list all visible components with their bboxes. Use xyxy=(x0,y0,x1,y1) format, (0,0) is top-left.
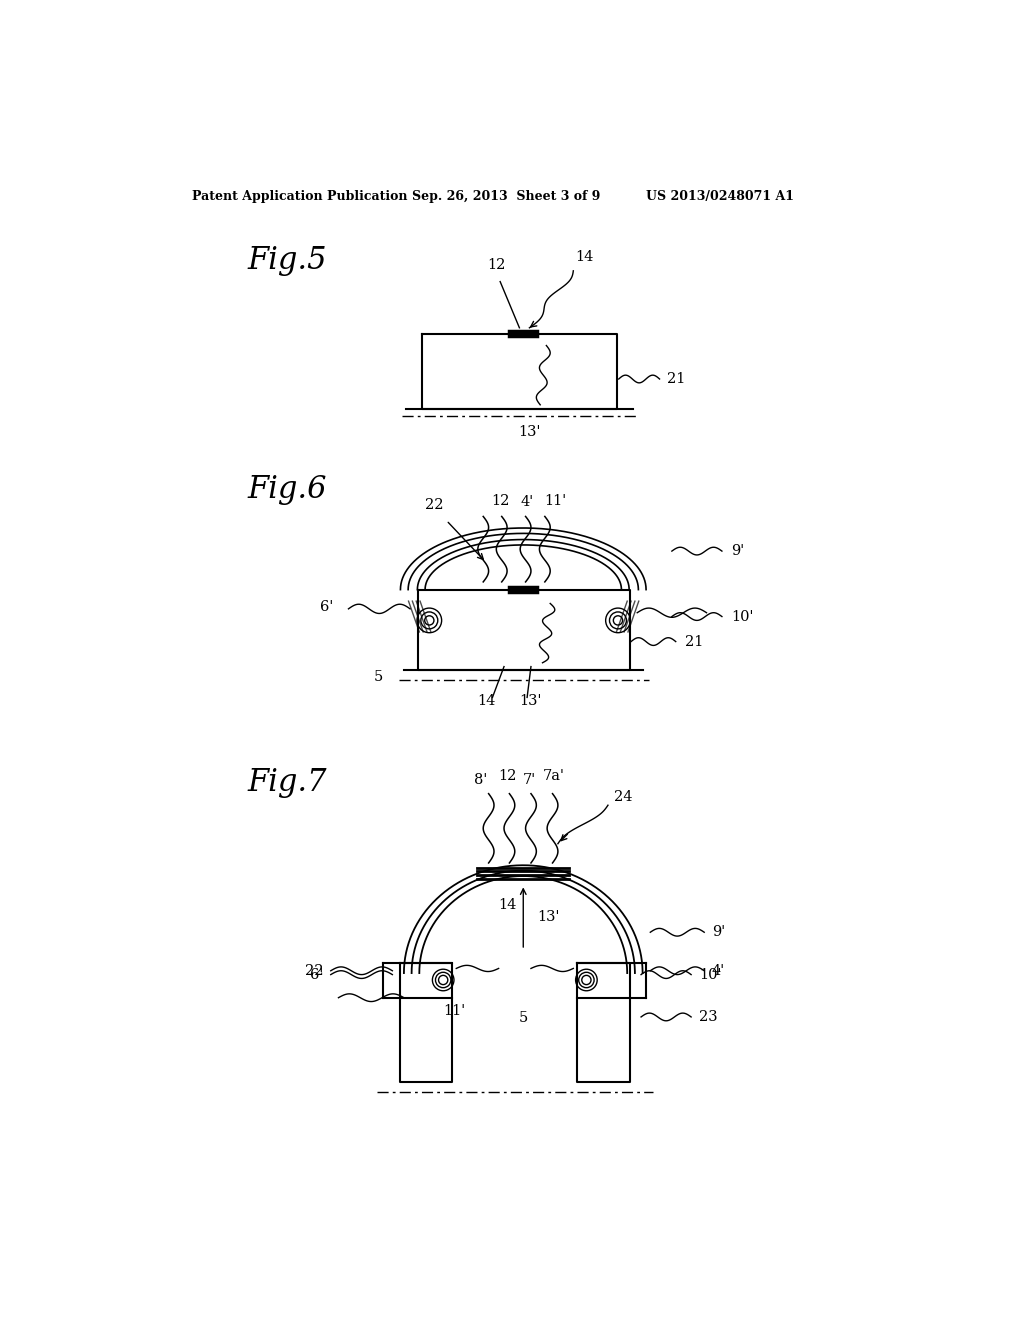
Text: 6': 6' xyxy=(309,968,323,982)
Text: 8': 8' xyxy=(474,774,487,788)
Text: 14: 14 xyxy=(499,898,517,912)
Text: 10': 10' xyxy=(731,610,754,623)
Text: 10': 10' xyxy=(698,968,721,982)
Text: US 2013/0248071 A1: US 2013/0248071 A1 xyxy=(646,190,795,203)
Text: 12: 12 xyxy=(487,257,506,272)
Text: 13': 13' xyxy=(538,909,560,924)
Text: 12: 12 xyxy=(490,494,509,508)
Text: 14: 14 xyxy=(575,249,594,264)
Text: 14: 14 xyxy=(477,694,496,708)
Text: 7a': 7a' xyxy=(543,768,565,783)
Text: 12: 12 xyxy=(499,768,517,783)
Text: 7': 7' xyxy=(523,774,536,788)
Text: 13': 13' xyxy=(518,425,541,438)
Text: 23: 23 xyxy=(698,1010,718,1024)
Text: 21: 21 xyxy=(668,372,686,385)
Text: 4': 4' xyxy=(712,964,725,978)
Text: 11': 11' xyxy=(545,494,566,508)
Text: 21: 21 xyxy=(685,635,703,648)
Text: 11': 11' xyxy=(443,1003,466,1018)
Text: Sep. 26, 2013  Sheet 3 of 9: Sep. 26, 2013 Sheet 3 of 9 xyxy=(412,190,600,203)
Text: 5: 5 xyxy=(374,669,383,684)
Text: 24: 24 xyxy=(614,791,633,804)
Text: 9': 9' xyxy=(731,544,744,558)
Text: 4': 4' xyxy=(520,495,534,510)
Text: 22: 22 xyxy=(304,964,323,978)
Text: 9': 9' xyxy=(712,925,725,940)
Text: Patent Application Publication: Patent Application Publication xyxy=(193,190,408,203)
Text: Fig.5: Fig.5 xyxy=(248,246,327,276)
Text: 6': 6' xyxy=(319,599,333,614)
Text: Fig.7: Fig.7 xyxy=(248,767,327,797)
Text: 22: 22 xyxy=(425,498,444,512)
Text: Fig.6: Fig.6 xyxy=(248,474,327,506)
Text: 13': 13' xyxy=(520,694,543,708)
Text: 5: 5 xyxy=(518,1011,528,1026)
